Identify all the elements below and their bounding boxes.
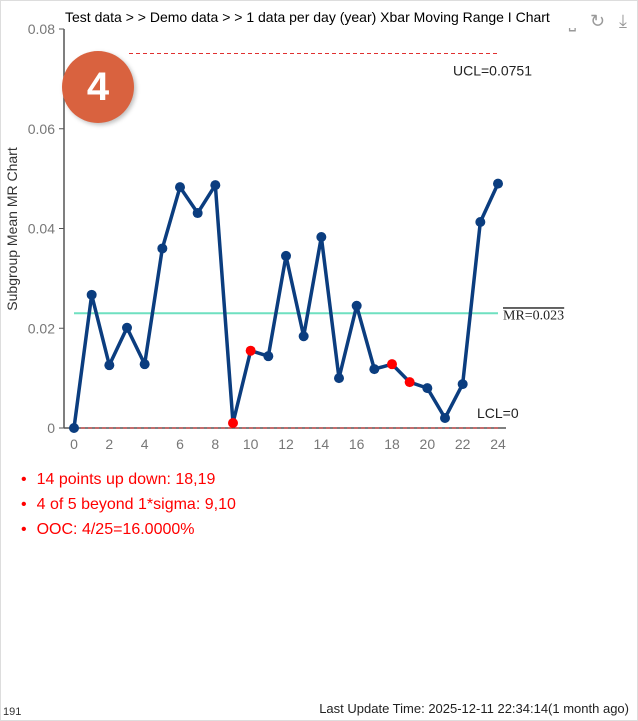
ooc-point	[387, 359, 397, 370]
x-tick-label: 0	[70, 436, 78, 452]
data-point	[157, 243, 168, 254]
chart-title: Test data > > Demo data > > 1 data per d…	[65, 9, 550, 25]
data-point	[298, 331, 309, 342]
rule-list: 14 points up down: 18,19 4 of 5 beyond 1…	[21, 471, 236, 546]
y-tick-label: 0.04	[28, 221, 55, 237]
data-point	[104, 360, 115, 371]
fullscreen-icon[interactable]: ⎵	[568, 11, 576, 31]
data-point	[175, 182, 185, 193]
x-tick-label: 6	[176, 436, 184, 452]
data-point	[263, 351, 274, 362]
data-point	[281, 250, 291, 261]
x-tick-label: 10	[243, 436, 259, 452]
x-tick-label: 8	[211, 436, 219, 452]
data-point	[86, 289, 97, 300]
step-badge: 4	[62, 51, 134, 123]
y-tick-label: 0	[47, 420, 55, 436]
mr-chart: 00.020.040.060.080 2 4 6 8 10 12 14 16 18 20 22 24Su…	[4, 21, 564, 452]
corner-count: 191	[3, 706, 22, 718]
data-point	[457, 379, 468, 390]
data-point	[122, 322, 132, 333]
last-update-time: Last Update Time: 2025-12-11 22:34:14(1 …	[319, 701, 629, 716]
data-point	[69, 423, 79, 433]
data-point	[210, 180, 221, 191]
series-line	[72, 182, 500, 429]
ooc-point	[245, 345, 256, 356]
rule-item: OOC: 4/25=16.0000%	[21, 521, 236, 539]
center-label: MR=0.023	[503, 308, 564, 323]
data-point	[475, 217, 486, 228]
data-point	[139, 359, 150, 370]
ooc-point	[228, 418, 238, 429]
x-tick-label: 12	[278, 436, 294, 452]
data-point	[493, 178, 503, 189]
rule-item: 14 points up down: 18,19	[21, 471, 236, 489]
data-point	[192, 208, 203, 219]
lcl-label: LCL=0	[477, 405, 519, 421]
x-tick-label: 2	[105, 436, 113, 452]
x-tick-label: 4	[141, 436, 149, 452]
y-tick-label: 0.02	[28, 320, 55, 336]
download-icon[interactable]: ⤓	[619, 11, 627, 31]
x-tick-label: 14	[314, 436, 330, 452]
data-point	[351, 300, 362, 311]
refresh-icon[interactable]: ↻	[589, 11, 606, 31]
y-axis-label: Subgroup Mean MR Chart	[4, 147, 20, 311]
data-point	[422, 383, 433, 394]
data-point	[440, 413, 450, 424]
data-point	[334, 373, 344, 384]
rule-item: 4 of 5 beyond 1*sigma: 9,10	[21, 496, 236, 514]
x-tick-label: 24	[490, 436, 506, 452]
y-tick-label: 0.08	[28, 21, 55, 37]
x-tick-label: 18	[384, 436, 400, 452]
x-tick-label: 16	[349, 436, 365, 452]
data-point	[369, 364, 380, 375]
x-tick-label: 22	[455, 436, 471, 452]
x-tick-label: 20	[420, 436, 436, 452]
ucl-label: UCL=0.0751	[453, 62, 532, 78]
data-point	[316, 231, 327, 242]
y-tick-label: 0.06	[28, 121, 55, 137]
ooc-point	[404, 377, 415, 388]
